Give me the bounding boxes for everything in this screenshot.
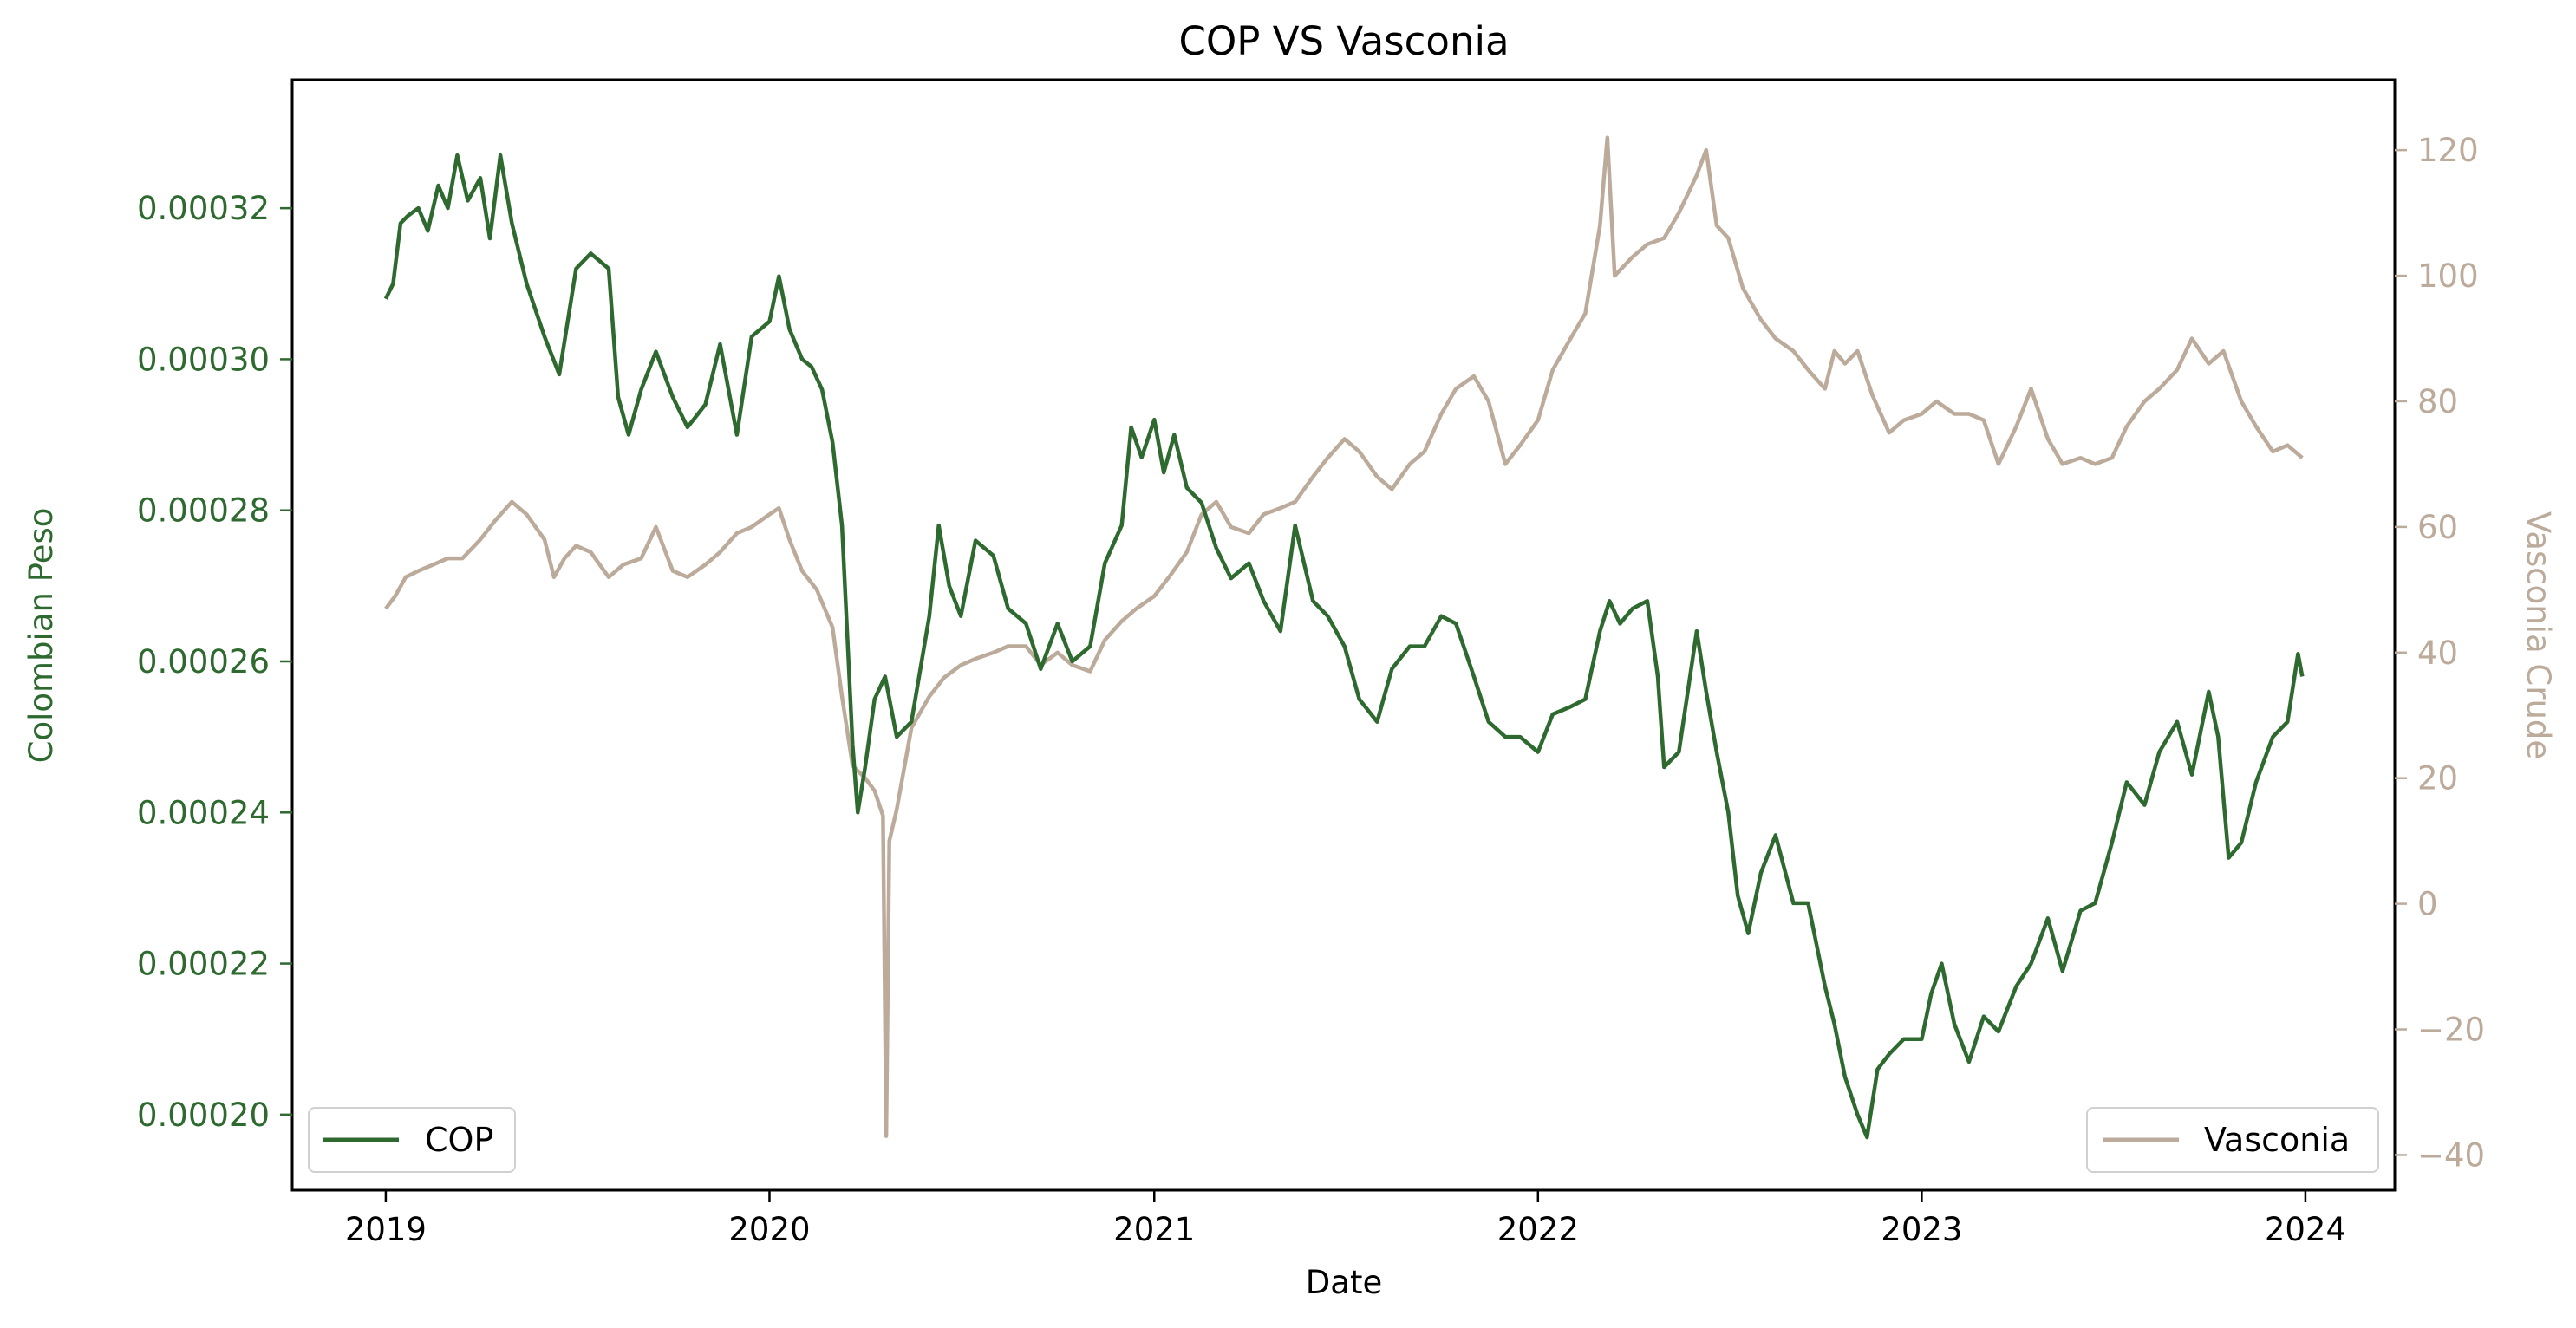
- legend-cop: COP: [308, 1107, 516, 1173]
- y-axis-right: −40 −20 0 20 40 60 80 100 120: [2395, 132, 2485, 1174]
- y-left-tick-label: 0.00020: [137, 1097, 270, 1134]
- y-right-tick-label: 80: [2417, 383, 2458, 420]
- y-axis-left-title: Colombian Peso: [23, 508, 60, 764]
- legend-cop-label: COP: [425, 1121, 493, 1159]
- y-right-tick-label: 40: [2417, 635, 2458, 672]
- y-right-tick-label: 0: [2417, 886, 2438, 923]
- x-tick-label: 2022: [1497, 1211, 1579, 1248]
- y-left-tick-label: 0.00024: [137, 794, 270, 831]
- legend-vasconia-label: Vasconia: [2204, 1121, 2350, 1159]
- y-right-tick-label: −20: [2417, 1012, 2485, 1049]
- series-line-vasconia: [384, 135, 2304, 1138]
- y-left-tick-label: 0.00030: [137, 341, 270, 378]
- plot-frame: [290, 78, 2397, 1192]
- y-right-tick-label: −40: [2417, 1136, 2485, 1174]
- x-tick-label: 2024: [2265, 1211, 2346, 1248]
- x-tick-label: 2021: [1113, 1211, 1195, 1248]
- y-left-tick-label: 0.00026: [137, 643, 270, 680]
- y-left-tick-label: 0.00028: [137, 492, 270, 530]
- x-axis: 2019 2020 2021 2022 2023 2024: [345, 1190, 2346, 1248]
- legend-cop-box: [308, 1107, 516, 1173]
- x-tick-label: 2023: [1881, 1211, 1962, 1248]
- y-right-tick-label: 20: [2417, 760, 2458, 797]
- y-left-tick-label: 0.00022: [137, 946, 270, 983]
- series-layer: [383, 135, 2305, 1140]
- y-right-tick-label: 120: [2417, 132, 2479, 169]
- x-axis-title: Date: [1306, 1264, 1382, 1301]
- y-right-tick-label: 100: [2417, 257, 2479, 295]
- x-tick-label: 2020: [728, 1211, 810, 1248]
- series-line-cop: [383, 153, 2305, 1140]
- legend-vasconia: Vasconia: [2086, 1107, 2379, 1173]
- chart-title: COP VS Vasconia: [1178, 18, 1509, 64]
- y-axis-left: 0.00020 0.00022 0.00024 0.00026 0.00028 0.000…: [137, 190, 292, 1134]
- legend-vasconia-box: [2086, 1107, 2379, 1173]
- y-right-tick-label: 60: [2417, 509, 2458, 546]
- y-axis-right-title: Vasconia Crude: [2520, 511, 2557, 759]
- y-left-tick-label: 0.00032: [137, 190, 270, 227]
- x-tick-label: 2019: [345, 1211, 427, 1248]
